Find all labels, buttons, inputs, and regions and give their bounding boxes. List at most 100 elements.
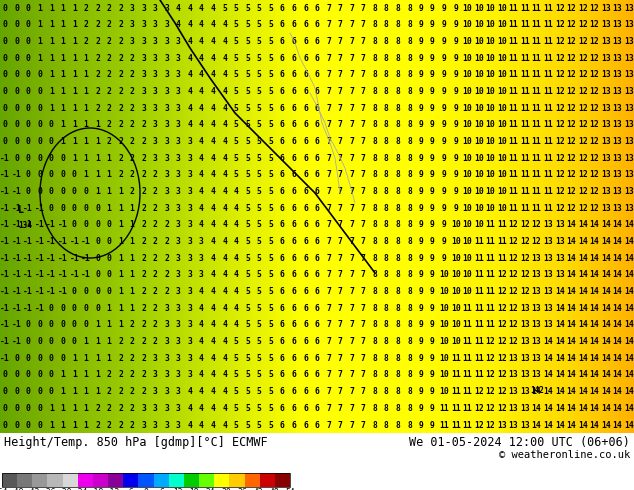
Text: 13: 13	[612, 3, 623, 13]
Text: 14: 14	[555, 387, 564, 396]
Text: 0: 0	[60, 204, 65, 213]
Text: 6: 6	[292, 53, 296, 63]
Text: 13: 13	[612, 120, 623, 129]
Text: 11: 11	[497, 237, 507, 246]
Text: 9: 9	[430, 70, 435, 79]
Text: 3: 3	[176, 87, 181, 96]
Text: 10: 10	[474, 20, 484, 29]
Text: 12: 12	[555, 187, 564, 196]
Text: 7: 7	[326, 337, 331, 346]
Text: 1: 1	[84, 103, 88, 113]
Text: 5: 5	[268, 204, 273, 213]
Text: 2: 2	[130, 354, 134, 363]
Text: 12: 12	[508, 287, 519, 296]
Text: 5: 5	[257, 420, 262, 430]
Text: 0: 0	[107, 220, 112, 229]
Text: 9: 9	[430, 270, 435, 279]
Text: 3: 3	[153, 154, 158, 163]
Text: 11: 11	[520, 53, 530, 63]
Bar	[2, 473, 17, 487]
Text: 14: 14	[624, 270, 634, 279]
Text: 14: 14	[578, 320, 588, 329]
Text: 5: 5	[268, 171, 273, 179]
Text: 6: 6	[280, 387, 285, 396]
Text: -1: -1	[81, 254, 91, 263]
Text: 14: 14	[578, 237, 588, 246]
Text: 10: 10	[474, 87, 484, 96]
Text: 13: 13	[612, 87, 623, 96]
Text: 0: 0	[25, 354, 30, 363]
Text: 8: 8	[407, 70, 412, 79]
Text: 4: 4	[199, 171, 204, 179]
Text: 2: 2	[118, 87, 123, 96]
Text: 3: 3	[164, 370, 169, 379]
Text: 6: 6	[280, 103, 285, 113]
Bar	[275, 473, 290, 487]
Text: 5: 5	[222, 3, 227, 13]
Text: 7: 7	[361, 320, 366, 329]
Text: 3: 3	[188, 137, 192, 146]
Text: 6: 6	[292, 154, 296, 163]
Text: 6: 6	[303, 420, 308, 430]
Text: 9: 9	[418, 237, 424, 246]
Text: 0: 0	[25, 20, 30, 29]
Text: 8: 8	[372, 237, 377, 246]
Text: 12: 12	[508, 220, 519, 229]
Text: 5: 5	[234, 70, 238, 79]
Text: 2: 2	[107, 37, 112, 46]
Text: 7: 7	[338, 220, 342, 229]
Text: 14: 14	[578, 220, 588, 229]
Text: 7: 7	[349, 37, 354, 46]
Text: 11: 11	[508, 187, 519, 196]
Text: 6: 6	[303, 3, 308, 13]
Text: 8: 8	[384, 220, 389, 229]
Text: 4: 4	[199, 320, 204, 329]
Text: 8: 8	[372, 254, 377, 263]
Bar	[199, 473, 214, 487]
Text: 0: 0	[14, 53, 19, 63]
Text: 5: 5	[257, 354, 262, 363]
Text: 1: 1	[37, 20, 42, 29]
Text: 13: 13	[555, 220, 564, 229]
Text: 10: 10	[497, 187, 507, 196]
Text: 14: 14	[601, 287, 611, 296]
Text: 9: 9	[418, 20, 424, 29]
Text: 14: 14	[566, 270, 576, 279]
Text: 7: 7	[326, 287, 331, 296]
Text: 10: 10	[474, 120, 484, 129]
Text: 6: 6	[280, 187, 285, 196]
Text: 10: 10	[439, 270, 449, 279]
Text: 8: 8	[372, 404, 377, 413]
Text: 11: 11	[508, 171, 519, 179]
Text: -1: -1	[35, 304, 44, 313]
Text: 1: 1	[118, 304, 123, 313]
Text: 1: 1	[60, 387, 65, 396]
Bar	[169, 473, 184, 487]
Text: 7: 7	[349, 354, 354, 363]
Text: 12: 12	[566, 3, 576, 13]
Text: 12: 12	[555, 70, 564, 79]
Text: 10: 10	[462, 70, 472, 79]
Text: 13: 13	[624, 37, 634, 46]
Text: 0: 0	[25, 53, 30, 63]
Text: 7: 7	[326, 187, 331, 196]
Text: 2: 2	[95, 420, 100, 430]
Text: 11: 11	[543, 87, 553, 96]
Text: 11: 11	[532, 171, 541, 179]
Text: 7: 7	[338, 337, 342, 346]
Text: 2: 2	[118, 404, 123, 413]
Text: 8: 8	[384, 304, 389, 313]
Text: 0: 0	[37, 103, 42, 113]
Text: 3: 3	[176, 220, 181, 229]
Text: 11: 11	[508, 53, 519, 63]
Text: 7: 7	[338, 420, 342, 430]
Text: 3: 3	[176, 204, 181, 213]
Text: 5: 5	[245, 404, 250, 413]
Text: 3: 3	[130, 3, 134, 13]
Text: 4: 4	[222, 287, 227, 296]
Text: 0: 0	[3, 20, 8, 29]
Text: 2: 2	[141, 254, 146, 263]
Text: 1: 1	[60, 87, 65, 96]
Text: 8: 8	[396, 287, 400, 296]
Text: 9: 9	[442, 20, 446, 29]
